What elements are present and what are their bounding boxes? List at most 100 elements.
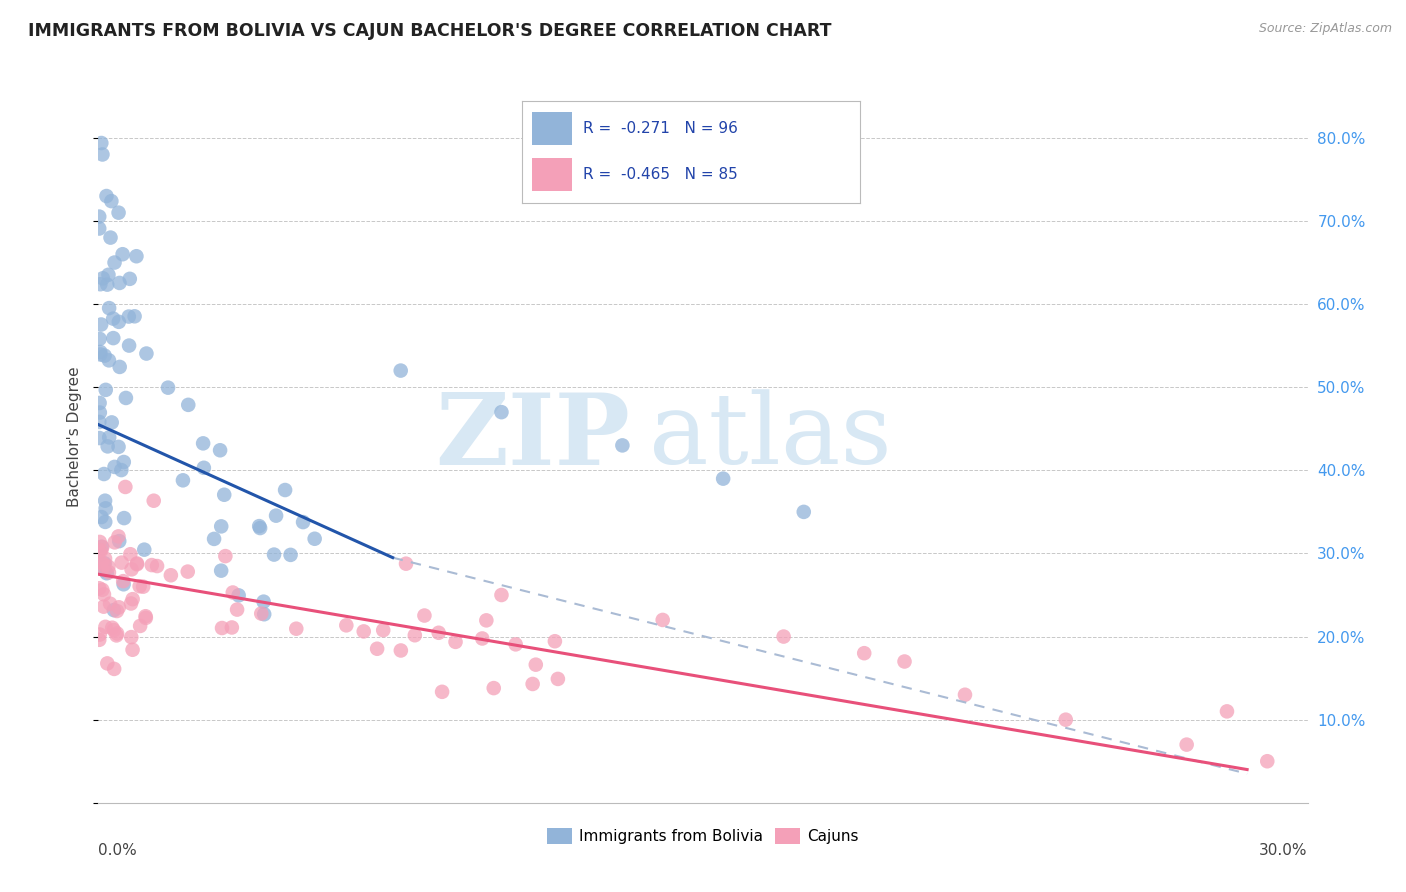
- Point: [89, 544, 111, 558]
- Point: [93, 587, 115, 601]
- Point: [91, 562, 114, 576]
- Point: [98, 597, 121, 611]
- Point: [89, 277, 111, 292]
- Point: [124, 310, 146, 324]
- Point: [471, 632, 494, 646]
- Point: [96, 277, 118, 292]
- Point: [108, 600, 131, 615]
- Point: [304, 532, 326, 546]
- Point: [222, 585, 245, 599]
- Point: [103, 459, 125, 474]
- Point: [1216, 705, 1239, 719]
- Point: [212, 488, 235, 502]
- Point: [711, 472, 734, 486]
- Point: [105, 626, 128, 640]
- Point: [404, 628, 426, 642]
- Point: [112, 577, 135, 591]
- Point: [103, 255, 125, 269]
- Point: [853, 646, 876, 660]
- Point: [132, 580, 155, 594]
- Point: [172, 473, 194, 487]
- Point: [115, 391, 138, 405]
- Point: [89, 210, 111, 224]
- Point: [177, 565, 200, 579]
- Point: [491, 405, 513, 419]
- Point: [177, 398, 200, 412]
- Point: [89, 431, 111, 445]
- Point: [89, 627, 111, 641]
- Point: [105, 628, 128, 642]
- Point: [101, 621, 124, 635]
- Point: [1256, 754, 1278, 768]
- Point: [94, 515, 117, 529]
- Point: [90, 540, 112, 554]
- Point: [89, 581, 111, 595]
- Text: 0.0%: 0.0%: [98, 843, 138, 858]
- Point: [772, 630, 794, 644]
- Point: [107, 440, 129, 454]
- Point: [107, 529, 129, 543]
- Point: [125, 558, 148, 572]
- Point: [202, 532, 225, 546]
- Point: [125, 249, 148, 263]
- Point: [118, 272, 141, 286]
- Point: [228, 588, 250, 602]
- Point: [285, 622, 308, 636]
- Point: [157, 381, 180, 395]
- Point: [128, 579, 150, 593]
- Point: [522, 677, 544, 691]
- Point: [103, 603, 125, 617]
- Point: [214, 549, 236, 563]
- Point: [544, 634, 567, 648]
- Point: [108, 276, 131, 290]
- Point: [274, 483, 297, 497]
- Point: [120, 547, 142, 561]
- Point: [93, 563, 115, 577]
- Point: [112, 511, 135, 525]
- Text: ZIP: ZIP: [436, 389, 630, 485]
- Point: [111, 556, 134, 570]
- Point: [209, 519, 232, 533]
- Point: [89, 396, 111, 410]
- Point: [89, 535, 111, 549]
- Point: [129, 619, 152, 633]
- Point: [97, 439, 120, 453]
- Point: [135, 611, 157, 625]
- Point: [134, 542, 156, 557]
- Point: [427, 625, 450, 640]
- Point: [90, 136, 112, 150]
- Point: [280, 548, 302, 562]
- Point: [263, 548, 285, 562]
- Point: [89, 543, 111, 558]
- Point: [93, 558, 115, 573]
- Point: [112, 455, 135, 469]
- Point: [110, 463, 132, 477]
- Point: [89, 347, 111, 361]
- Point: [91, 271, 114, 285]
- Point: [389, 363, 412, 377]
- Point: [253, 607, 276, 622]
- Point: [395, 557, 418, 571]
- Point: [121, 592, 143, 607]
- Text: atlas: atlas: [648, 389, 891, 485]
- Point: [547, 672, 569, 686]
- Point: [444, 635, 467, 649]
- Point: [1175, 738, 1198, 752]
- Point: [475, 613, 498, 627]
- Point: [108, 315, 131, 329]
- Point: [100, 230, 122, 244]
- Point: [366, 641, 388, 656]
- Point: [221, 620, 243, 634]
- Point: [90, 543, 112, 558]
- Point: [120, 597, 142, 611]
- Point: [793, 505, 815, 519]
- Point: [89, 221, 111, 235]
- Point: [118, 310, 141, 324]
- Point: [101, 311, 124, 326]
- Point: [94, 501, 117, 516]
- Point: [211, 621, 233, 635]
- Point: [146, 559, 169, 574]
- Point: [93, 599, 115, 614]
- Point: [264, 508, 287, 523]
- Point: [108, 534, 131, 549]
